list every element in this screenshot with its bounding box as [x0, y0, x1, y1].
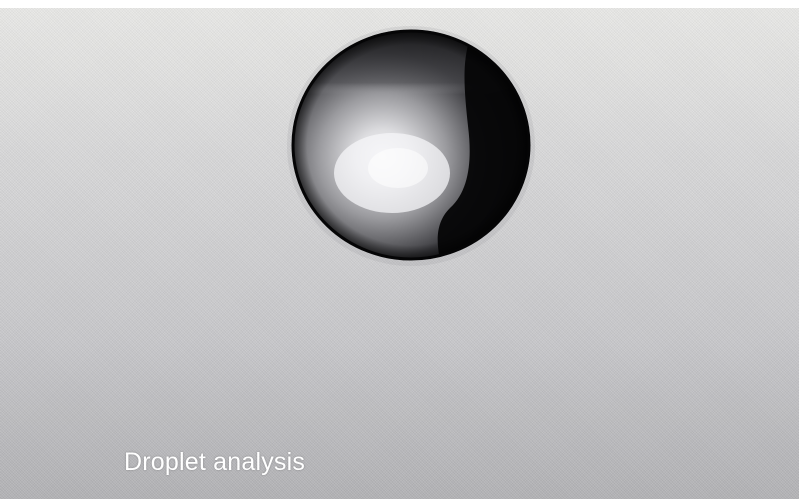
- droplet-rim: [293, 31, 529, 259]
- droplet-edge: [291, 29, 531, 261]
- droplet-graphic: [287, 26, 535, 266]
- caption-text: Droplet analysis: [124, 448, 306, 476]
- droplet-photo: [0, 8, 799, 499]
